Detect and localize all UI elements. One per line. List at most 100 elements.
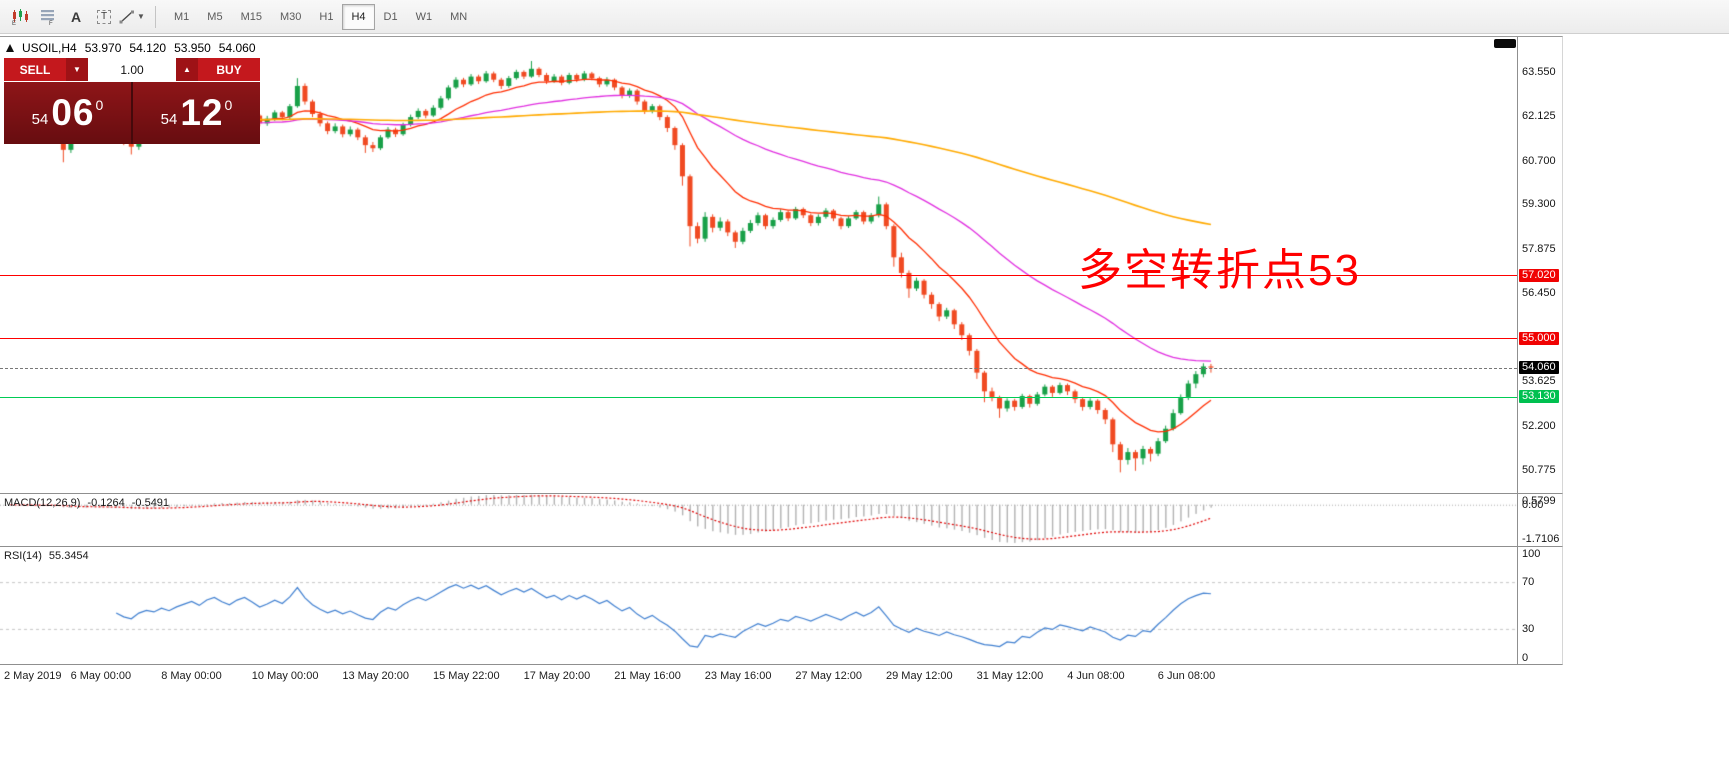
volume-input[interactable] bbox=[88, 58, 176, 81]
sell-button[interactable]: SELL bbox=[4, 58, 66, 81]
main-chart-pane: USOIL,H4 53.970 54.120 53.950 54.060 SEL… bbox=[0, 36, 1563, 493]
volume-decrement-button[interactable]: ▼ bbox=[66, 58, 88, 81]
macd-axis[interactable]: 0.5799 0.00 -1.7106 bbox=[1517, 494, 1563, 546]
time-label-8: 23 May 16:00 bbox=[704, 670, 772, 682]
macd-scale-0.00: 0.00 bbox=[1522, 498, 1544, 511]
price-badge-53.130: 53.130 bbox=[1519, 390, 1559, 404]
ohlc-high: 54.120 bbox=[129, 41, 167, 55]
timeframe-button-M30[interactable]: M30 bbox=[279, 10, 302, 23]
time-label-10: 29 May 12:00 bbox=[886, 670, 953, 682]
time-label-4: 13 May 20:00 bbox=[342, 670, 410, 682]
timeframe-button-M5[interactable]: M5 bbox=[207, 10, 223, 23]
time-label-2: 8 May 00:00 bbox=[161, 670, 222, 682]
rsi-label: RSI(14) 55.3454 bbox=[4, 550, 89, 562]
macd-scale-0.5799: 0.5799 bbox=[1522, 495, 1556, 507]
price-axis[interactable]: 57.020 55.000 53.130 54.060 63.550 62.125 60.7… bbox=[1517, 37, 1563, 493]
timeframe-button-H4[interactable]: H4 bbox=[342, 3, 375, 30]
timeframe-button-D1[interactable]: D1 bbox=[383, 10, 398, 23]
row-grid-icon[interactable]: F bbox=[35, 4, 61, 30]
rsi-scale-100: 100 bbox=[1522, 548, 1541, 560]
macd-signal-value: -0.5491 bbox=[131, 497, 170, 509]
chart-ohlc-header: USOIL,H4 53.970 54.120 53.950 54.060 bbox=[6, 41, 256, 55]
ohlc-close: 54.060 bbox=[218, 41, 256, 55]
rsi-axis[interactable]: 100 70 30 0 bbox=[1517, 547, 1563, 664]
ask-price-tile[interactable]: 54 12 0 bbox=[131, 82, 260, 144]
text-box-icon[interactable]: T bbox=[91, 4, 117, 30]
candlestick-chart-icon[interactable]: E bbox=[7, 4, 33, 30]
macd-main-value: -0.1264 bbox=[87, 497, 125, 509]
hline-53.130[interactable] bbox=[0, 396, 1517, 398]
one-click-trade-panel: SELL ▼ ▲ BUY 54 06 0 54 12 0 bbox=[4, 58, 260, 144]
chart-marker-icon bbox=[6, 44, 14, 52]
price-badge-54.060: 54.060 bbox=[1519, 361, 1559, 375]
macd-label: MACD(12,26,9) -0.1264 -0.5491 bbox=[4, 497, 169, 509]
chevron-down-icon: ▼ bbox=[137, 12, 145, 21]
trade-price-tiles: 54 06 0 54 12 0 bbox=[4, 82, 260, 144]
price-tick-56.450: 56.450 bbox=[1522, 287, 1556, 300]
bid-price-pips: 06 bbox=[51, 92, 95, 133]
price-tick-57.875: 57.875 bbox=[1522, 242, 1556, 255]
timeframe-button-M15[interactable]: M15 bbox=[240, 10, 262, 23]
ask-price-integer: 54 bbox=[160, 110, 178, 128]
bid-price-tile[interactable]: 54 06 0 bbox=[4, 82, 131, 144]
macd-canvas[interactable] bbox=[0, 494, 1517, 546]
time-label-9: 27 May 12:00 bbox=[795, 670, 863, 682]
price-badge-57.020: 57.020 bbox=[1519, 268, 1559, 282]
ask-price-pips: 12 bbox=[180, 92, 224, 133]
rsi-canvas[interactable] bbox=[0, 547, 1517, 664]
time-label-12: 4 Jun 08:00 bbox=[1067, 670, 1125, 682]
text-label-icon[interactable]: A bbox=[70, 8, 82, 25]
time-label-11: 31 May 12:00 bbox=[976, 670, 1044, 682]
time-label-13: 6 Jun 08:00 bbox=[1157, 670, 1216, 682]
rsi-scale-30: 30 bbox=[1522, 622, 1535, 635]
rsi-title: RSI(14) bbox=[4, 550, 42, 562]
rsi-value: 55.3454 bbox=[48, 550, 89, 562]
macd-scale--1.7106: -1.7106 bbox=[1522, 533, 1560, 545]
chart-window-marker bbox=[1494, 39, 1516, 48]
timeframe-group: M1 M5 M15 M30 H1 H4 D1 W1 MN bbox=[165, 3, 476, 30]
price-tick-60.700: 60.700 bbox=[1522, 154, 1556, 167]
buy-button-label: BUY bbox=[216, 62, 242, 77]
time-axis[interactable]: 2 May 2019 6 May 00:00 8 May 00:00 10 May 0… bbox=[0, 666, 1563, 686]
hline-57.020[interactable] bbox=[0, 275, 1517, 277]
time-label-5: 15 May 22:00 bbox=[433, 670, 500, 682]
ohlc-low: 53.950 bbox=[174, 41, 211, 55]
row-grid-glyph: F bbox=[41, 9, 54, 25]
sell-button-label: SELL bbox=[19, 62, 51, 77]
price-tick-50.775: 50.775 bbox=[1522, 464, 1556, 477]
candlestick-chart-glyph: E bbox=[12, 8, 28, 25]
time-label-3: 10 May 00:00 bbox=[251, 670, 319, 682]
draw-tools-icon[interactable]: ▼ bbox=[119, 4, 145, 30]
rsi-scale-70: 70 bbox=[1522, 576, 1535, 589]
chart-text-annotation[interactable]: 多空转折点53 bbox=[1078, 246, 1361, 295]
timeframe-button-W1[interactable]: W1 bbox=[415, 10, 433, 23]
hline-54.060[interactable] bbox=[0, 367, 1517, 369]
price-tick-59.300: 59.300 bbox=[1522, 198, 1556, 211]
buy-button[interactable]: BUY bbox=[198, 58, 260, 81]
svg-text:F: F bbox=[49, 21, 53, 25]
time-label-1: 6 May 00:00 bbox=[70, 670, 132, 682]
macd-title: MACD(12,26,9) bbox=[4, 497, 81, 509]
hline-55.000[interactable] bbox=[0, 338, 1517, 340]
price-tick-62.125: 62.125 bbox=[1522, 110, 1556, 123]
timeframe-button-H1[interactable]: H1 bbox=[319, 10, 334, 23]
svg-text:E: E bbox=[12, 21, 16, 25]
symbol-timeframe: USOIL,H4 bbox=[22, 41, 77, 55]
price-badge-55.000: 55.000 bbox=[1519, 331, 1559, 345]
price-tick-52.200: 52.200 bbox=[1522, 419, 1556, 432]
macd-indicator-pane: MACD(12,26,9) -0.1264 -0.5491 0.5799 0.00… bbox=[0, 493, 1563, 546]
price-tick-53.625: 53.625 bbox=[1522, 375, 1556, 388]
draw-line-glyph bbox=[119, 10, 135, 23]
timeframe-button-M1[interactable]: M1 bbox=[174, 10, 190, 23]
timeframe-button-MN[interactable]: MN bbox=[450, 10, 468, 23]
time-label-0: 2 May 2019 bbox=[4, 670, 62, 682]
toolbar-separator bbox=[155, 5, 156, 28]
bid-price-integer: 54 bbox=[31, 110, 49, 128]
ask-price-point: 0 bbox=[224, 97, 233, 113]
rsi-scale-0: 0 bbox=[1522, 652, 1529, 664]
toolbar: E F A T ▼ M1 M5 M15 M30 H1 H4 D1 W1 MN bbox=[0, 0, 1729, 34]
volume-increment-button[interactable]: ▲ bbox=[176, 58, 198, 81]
time-label-6: 17 May 20:00 bbox=[523, 670, 591, 682]
rsi-indicator-pane: RSI(14) 55.3454 100 70 30 0 bbox=[0, 546, 1563, 665]
